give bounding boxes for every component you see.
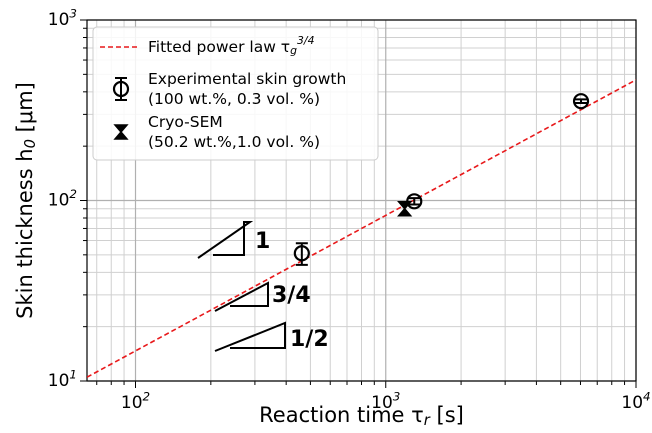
data-point [293,245,310,262]
x-tick-label: 103 [371,389,400,413]
annotation: 1/2 [290,327,329,352]
error-bar [408,197,421,206]
annotation: 3/4 [272,283,311,308]
data-point [397,201,413,217]
legend-label: Fitted power law τg3/4 [148,34,315,57]
legend-swatch [112,80,130,98]
y-axis-label: Skin thickness h0 [μm] [13,82,39,319]
slope-triangle [197,221,254,259]
slope-triangle [214,281,269,312]
slope-triangles [197,221,286,352]
plot-frame [86,19,637,382]
slope-triangle [214,321,286,352]
x-tick-label: 102 [121,389,150,413]
legend: Fitted power law τg3/4 Experimental skin … [92,26,379,161]
legend-box [92,26,379,161]
x-tick-label: 104 [621,389,650,413]
annotation: 1 [255,229,270,254]
y-tick-label: 102 [48,186,77,210]
data-point [572,93,590,110]
legend-label: Experimental skin growth (100 wt.%, 0.3 v… [148,70,346,108]
y-tick-label: 103 [48,6,77,30]
y-tick-label: 101 [48,367,77,391]
legend-label: Cryo-SEM (50.2 wt.%,1.0 vol. %) [148,113,320,151]
error-bar [575,98,588,104]
legend-swatch [113,124,129,140]
x-axis-label: Reaction time τr [s] [259,403,464,429]
fit-line [87,79,636,378]
